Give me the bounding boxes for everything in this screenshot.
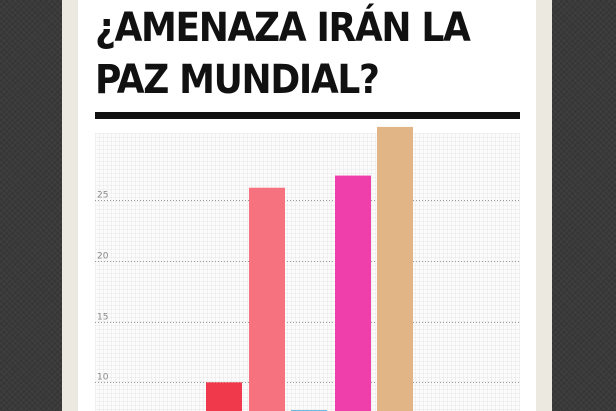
y-tick-labels: 10 15 20 25 <box>97 191 109 383</box>
y-tick-label: 10 <box>97 373 109 383</box>
y-tick-label: 25 <box>97 191 108 201</box>
plot-background <box>95 133 520 411</box>
y-tick-label: 15 <box>97 313 108 323</box>
chart-title: ¿AMENAZA IRÁN LA PAZ MUNDIAL? <box>95 2 482 106</box>
gridlines <box>95 200 520 383</box>
bars <box>206 126 413 411</box>
chart-title-line-2: PAZ MUNDIAL? <box>95 57 380 103</box>
y-tick-label: 20 <box>97 252 109 262</box>
bar-1 <box>206 382 242 411</box>
bar-2 <box>249 187 285 411</box>
title-rule <box>95 112 520 119</box>
bar-5 <box>377 126 413 411</box>
chart-title-line-1: ¿AMENAZA IRÁN LA <box>95 5 471 51</box>
bar-4 <box>335 175 371 411</box>
